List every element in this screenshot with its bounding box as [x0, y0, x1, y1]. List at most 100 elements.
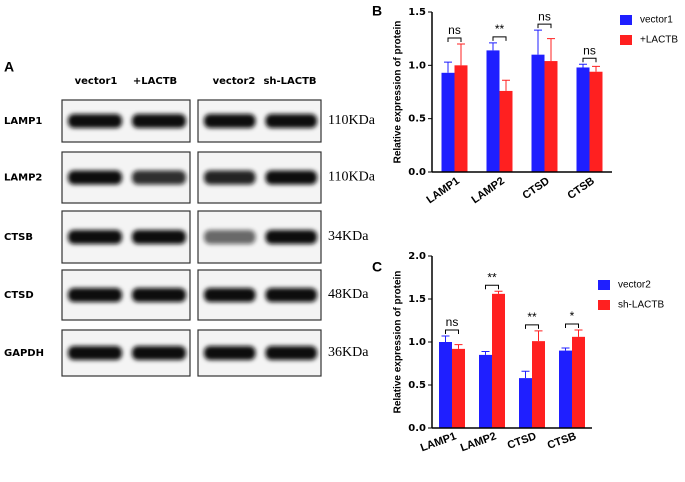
x-tick-label: LAMP2 — [459, 430, 498, 454]
significance-label: ** — [487, 270, 497, 284]
x-tick-label: LAMP1 — [424, 175, 461, 206]
significance-bracket — [492, 36, 507, 41]
blot-band — [204, 114, 256, 128]
bar — [519, 378, 532, 428]
legend-swatch — [620, 15, 632, 25]
bar — [499, 90, 513, 172]
y-tick-label: 0.5 — [408, 380, 426, 391]
significance-label: ** — [495, 22, 505, 36]
y-tick-label: 1.5 — [408, 7, 426, 18]
significance-label: ns — [448, 23, 461, 37]
y-tick-label: 1.0 — [408, 337, 426, 348]
significance-label: ns — [446, 315, 459, 329]
blot-band — [204, 288, 256, 302]
bar — [576, 67, 590, 172]
significance-bracket — [537, 23, 552, 29]
size-label: 110KDa — [328, 113, 376, 128]
y-tick-label: 1.0 — [408, 60, 426, 71]
blot-band — [265, 288, 317, 302]
bar — [441, 72, 455, 172]
blot-band — [265, 170, 317, 185]
blot-band — [265, 346, 317, 360]
legend-swatch — [598, 280, 610, 290]
bar — [559, 350, 572, 428]
row-label: CTSD — [4, 290, 34, 301]
blot-band — [68, 346, 122, 360]
legend-label: vector2 — [618, 280, 651, 291]
significance-label: ns — [538, 9, 551, 23]
error-bar — [521, 370, 530, 379]
size-label: 48KDa — [328, 287, 369, 302]
blot-band — [204, 170, 256, 185]
bar — [452, 348, 465, 428]
y-tick-label: 0.5 — [408, 114, 426, 125]
error-bar — [547, 38, 555, 62]
error-bar — [534, 330, 543, 342]
error-bar — [441, 335, 450, 342]
panel-label: A — [4, 59, 14, 75]
blot-band — [132, 288, 186, 302]
legend-label: sh-LACTB — [618, 300, 664, 311]
row-label: LAMP1 — [4, 116, 42, 127]
blot-band — [265, 230, 317, 244]
significance-label: * — [570, 309, 575, 323]
bar — [531, 54, 545, 172]
error-bar — [494, 290, 503, 294]
x-tick-label: LAMP2 — [469, 175, 506, 206]
y-axis-label: Relative expression of protein — [393, 271, 404, 414]
lane-header: sh-LACTB — [263, 76, 316, 87]
significance-bracket — [445, 329, 459, 334]
error-bar — [457, 43, 465, 66]
significance-label: ** — [527, 310, 537, 324]
significance-bracket — [525, 324, 539, 329]
y-tick-label: 0.0 — [408, 167, 426, 178]
blot-band — [132, 230, 186, 244]
panel-label: B — [372, 3, 382, 19]
size-label: 110KDa — [328, 170, 376, 185]
row-label: LAMP2 — [4, 173, 42, 184]
error-bar — [534, 29, 542, 55]
significance-bracket — [485, 284, 499, 290]
significance-bracket — [582, 57, 597, 63]
bar — [479, 354, 492, 428]
error-bar — [574, 329, 583, 337]
y-axis-label: Relative expression of protein — [393, 21, 404, 164]
lane-header: +LACTB — [133, 76, 177, 87]
legend-label: +LACTB — [640, 35, 678, 46]
blot-band — [68, 170, 122, 185]
bar — [544, 61, 558, 172]
blot-band — [132, 114, 186, 128]
bar — [492, 293, 505, 428]
bar — [572, 336, 585, 428]
bar — [454, 65, 468, 172]
legend-swatch — [598, 300, 610, 310]
y-tick-label: 0.0 — [408, 423, 426, 434]
x-tick-label: CTSD — [520, 175, 551, 202]
bar — [589, 71, 603, 172]
panel-label: C — [372, 259, 382, 275]
y-tick-label: 1.5 — [408, 294, 426, 305]
error-bar — [579, 63, 587, 68]
blot-band — [68, 288, 122, 302]
legend-swatch — [620, 35, 632, 45]
legend-label: vector1 — [640, 15, 673, 26]
blot-band — [68, 230, 122, 244]
lane-header: vector2 — [213, 76, 256, 87]
significance-bracket — [447, 37, 462, 42]
blot-band — [132, 346, 186, 360]
y-tick-label: 2.0 — [408, 251, 426, 262]
x-tick-label: CTSB — [546, 430, 578, 452]
error-bar — [489, 42, 497, 51]
size-label: 36KDa — [328, 345, 369, 360]
error-bar — [592, 65, 600, 72]
blot-band — [68, 114, 122, 128]
error-bar — [444, 61, 452, 73]
size-label: 34KDa — [328, 229, 369, 244]
error-bar — [502, 79, 510, 91]
error-bar — [481, 350, 490, 355]
error-bar — [561, 347, 570, 351]
row-label: GAPDH — [4, 348, 44, 359]
significance-bracket — [565, 323, 579, 328]
blot-band — [204, 230, 256, 244]
